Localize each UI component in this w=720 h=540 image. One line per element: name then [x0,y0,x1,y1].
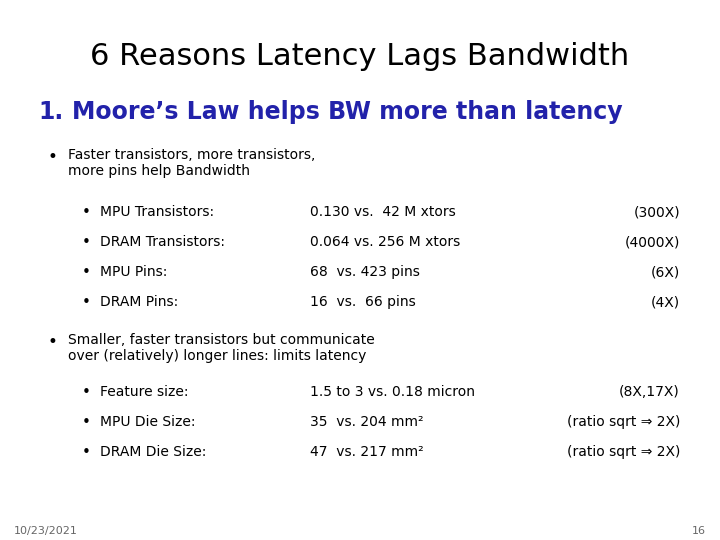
Text: 0.064 vs. 256 M xtors: 0.064 vs. 256 M xtors [310,235,460,249]
Text: Faster transistors, more transistors,
more pins help Bandwidth: Faster transistors, more transistors, mo… [68,148,315,178]
Text: (300X): (300X) [634,205,680,219]
Text: DRAM Die Size:: DRAM Die Size: [100,445,207,459]
Text: (ratio sqrt ⇒ 2X): (ratio sqrt ⇒ 2X) [567,415,680,429]
Text: •: • [48,333,58,351]
Text: 35  vs. 204 mm²: 35 vs. 204 mm² [310,415,423,429]
Text: 16  vs.  66 pins: 16 vs. 66 pins [310,295,415,309]
Text: (8X,17X): (8X,17X) [619,385,680,399]
Text: MPU Transistors:: MPU Transistors: [100,205,214,219]
Text: (4X): (4X) [651,295,680,309]
Text: •: • [82,415,91,430]
Text: DRAM Pins:: DRAM Pins: [100,295,179,309]
Text: 16: 16 [692,526,706,536]
Text: Smaller, faster transistors but communicate
over (relatively) longer lines: limi: Smaller, faster transistors but communic… [68,333,374,363]
Text: (ratio sqrt ⇒ 2X): (ratio sqrt ⇒ 2X) [567,445,680,459]
Text: 68  vs. 423 pins: 68 vs. 423 pins [310,265,420,279]
Text: DRAM Transistors:: DRAM Transistors: [100,235,225,249]
Text: 0.130 vs.  42 M xtors: 0.130 vs. 42 M xtors [310,205,456,219]
Text: 10/23/2021: 10/23/2021 [14,526,78,536]
Text: 47  vs. 217 mm²: 47 vs. 217 mm² [310,445,423,459]
Text: MPU Pins:: MPU Pins: [100,265,167,279]
Text: 6 Reasons Latency Lags Bandwidth: 6 Reasons Latency Lags Bandwidth [91,42,629,71]
Text: •: • [82,295,91,310]
Text: (6X): (6X) [651,265,680,279]
Text: (4000X): (4000X) [625,235,680,249]
Text: MPU Die Size:: MPU Die Size: [100,415,196,429]
Text: •: • [48,148,58,166]
Text: •: • [82,445,91,460]
Text: •: • [82,385,91,400]
Text: •: • [82,235,91,250]
Text: 1.5 to 3 vs. 0.18 micron: 1.5 to 3 vs. 0.18 micron [310,385,475,399]
Text: •: • [82,265,91,280]
Text: •: • [82,205,91,220]
Text: Feature size:: Feature size: [100,385,189,399]
Text: Moore’s Law helps BW more than latency: Moore’s Law helps BW more than latency [72,100,623,124]
Text: 1.: 1. [38,100,63,124]
